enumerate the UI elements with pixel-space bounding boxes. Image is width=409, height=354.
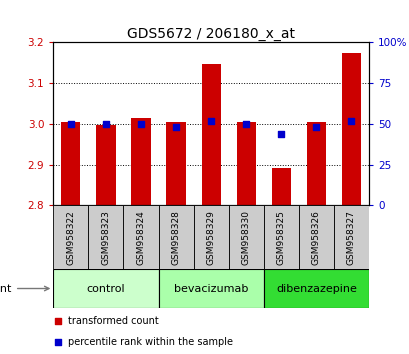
Text: dibenzazepine: dibenzazepine bbox=[275, 284, 356, 293]
Text: percentile rank within the sample: percentile rank within the sample bbox=[67, 337, 232, 348]
Bar bbox=[333, 205, 368, 269]
Text: GSM958329: GSM958329 bbox=[206, 210, 215, 265]
Bar bbox=[61, 122, 80, 205]
Bar bbox=[201, 64, 220, 205]
Bar bbox=[298, 205, 333, 269]
Text: GSM958330: GSM958330 bbox=[241, 210, 250, 265]
Text: GSM958324: GSM958324 bbox=[136, 210, 145, 264]
Point bbox=[137, 121, 144, 127]
Bar bbox=[263, 205, 298, 269]
Bar bbox=[306, 122, 325, 205]
Text: transformed count: transformed count bbox=[67, 316, 158, 326]
Bar bbox=[53, 205, 88, 269]
Text: agent: agent bbox=[0, 284, 49, 293]
Bar bbox=[236, 122, 255, 205]
Bar bbox=[158, 269, 263, 308]
Point bbox=[207, 118, 214, 124]
Bar bbox=[96, 125, 115, 205]
Text: GSM958326: GSM958326 bbox=[311, 210, 320, 265]
Text: bevacizumab: bevacizumab bbox=[173, 284, 248, 293]
Bar bbox=[341, 53, 360, 205]
Point bbox=[102, 121, 109, 127]
Bar bbox=[228, 205, 263, 269]
Point bbox=[67, 121, 74, 127]
Text: GSM958322: GSM958322 bbox=[66, 210, 75, 264]
Point bbox=[55, 340, 61, 346]
Bar bbox=[166, 122, 185, 205]
Point bbox=[243, 121, 249, 127]
Text: GSM958325: GSM958325 bbox=[276, 210, 285, 265]
Point bbox=[172, 124, 179, 130]
Text: GSM958327: GSM958327 bbox=[346, 210, 355, 265]
Point bbox=[312, 124, 319, 130]
Bar bbox=[271, 168, 290, 205]
Bar bbox=[123, 205, 158, 269]
Text: GSM958328: GSM958328 bbox=[171, 210, 180, 265]
Bar bbox=[53, 269, 158, 308]
Bar bbox=[88, 205, 123, 269]
Title: GDS5672 / 206180_x_at: GDS5672 / 206180_x_at bbox=[127, 28, 294, 41]
Bar bbox=[131, 118, 150, 205]
Bar bbox=[158, 205, 193, 269]
Bar bbox=[193, 205, 228, 269]
Text: control: control bbox=[86, 284, 125, 293]
Bar bbox=[263, 269, 368, 308]
Point bbox=[347, 118, 354, 124]
Point bbox=[55, 318, 61, 324]
Point bbox=[277, 131, 284, 137]
Text: GSM958323: GSM958323 bbox=[101, 210, 110, 265]
